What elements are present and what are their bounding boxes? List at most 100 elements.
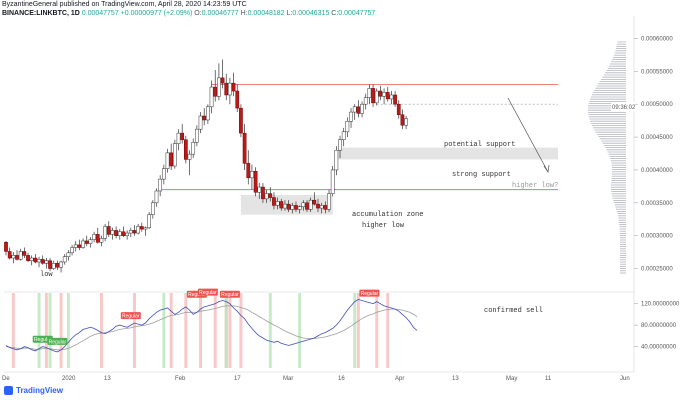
candle-body [165, 152, 170, 169]
candle-body [150, 202, 155, 215]
sell-band [99, 293, 103, 368]
candle-body [297, 206, 302, 210]
candles [4, 59, 408, 273]
buy-band [268, 293, 272, 368]
annotations: low potential support strong support acc… [40, 141, 558, 315]
buy-band [37, 293, 41, 368]
candle-body [55, 263, 60, 268]
oscillator-signal-line [5, 305, 418, 351]
sell-band [228, 293, 232, 368]
candle-body [202, 115, 207, 121]
candle-body [206, 106, 210, 121]
candle-body [37, 259, 41, 263]
price-tick-label: 0.00030000 [641, 234, 673, 240]
candle-body [360, 103, 364, 114]
sell-band [239, 293, 243, 368]
horizontal-levels [160, 84, 558, 191]
candle-body [139, 226, 144, 230]
candle-body [231, 82, 236, 92]
candle-body [400, 114, 405, 126]
candle-body [327, 193, 331, 210]
candle-body [147, 214, 152, 229]
candle-body [70, 247, 74, 254]
candle-body [345, 121, 350, 133]
candle-body [125, 232, 129, 236]
candle-body [154, 190, 159, 204]
last-price: 0.00047757 [81, 10, 119, 17]
candle-body [396, 103, 401, 115]
close-value: 0.00047757 [338, 10, 376, 17]
candle-body [371, 88, 375, 104]
candle-body [88, 239, 93, 244]
time-axis: De 2020 13 Feb 17 Mar 16 Apr 13 May 11 Jun [2, 371, 634, 382]
price-tick-label: 0.00025000 [641, 267, 673, 273]
candle-body [121, 231, 126, 236]
time-tick-label: Mar [283, 376, 293, 382]
candle-body [128, 230, 133, 234]
candle-body [106, 226, 111, 235]
candle-body [103, 226, 107, 239]
candle-body [305, 202, 309, 210]
candle-body [323, 205, 328, 210]
annotation-strong-support: strong support [452, 171, 511, 179]
candle-body [257, 186, 262, 193]
time-tick-label: 13 [104, 376, 111, 382]
candle-body [378, 90, 383, 97]
candle-body [195, 128, 199, 143]
candle-body [341, 131, 346, 140]
time-tick-label: 2020 [62, 376, 76, 382]
price-change: +0.00000977 (+2.09%) [120, 10, 193, 17]
annotation-low: low [40, 271, 53, 279]
candle-body [81, 240, 85, 248]
candle-body [228, 82, 232, 96]
time-tick-label: Jun [620, 376, 630, 382]
publisher-line: ByzantineGeneral published on TradingVie… [2, 1, 247, 8]
candle-body [11, 255, 16, 259]
time-tick-label: 13 [452, 376, 459, 382]
buy-band [298, 293, 302, 368]
time-box-label: 09:36:02 [612, 105, 636, 111]
sell-band [169, 293, 173, 368]
price-tick-label: 0.00060000 [641, 36, 673, 42]
candle-body [198, 115, 203, 130]
sell-band [386, 293, 390, 368]
candle-body [73, 244, 78, 248]
candle-body [92, 234, 96, 240]
tradingview-footer[interactable]: TradingView [4, 386, 63, 395]
annotation-higher-low-question: higher low? [512, 182, 558, 190]
candle-body [29, 257, 34, 261]
candle-body [272, 197, 276, 206]
oscillator-axis: 120.00000000 80.00000000 40.00000000 [634, 302, 680, 351]
candle-body [264, 193, 269, 200]
osc-tick-label: 120.00000000 [641, 302, 680, 308]
time-tick-label: Feb [175, 376, 186, 382]
candle-body [374, 90, 379, 104]
price-tick-label: 0.00045000 [641, 135, 673, 141]
candle-body [404, 118, 408, 126]
candle-body [279, 201, 284, 209]
candle-body [334, 149, 339, 171]
open-label: O: [194, 10, 202, 17]
annotation-potential-support: potential support [444, 141, 515, 149]
candle-body [283, 203, 287, 209]
time-box [611, 102, 635, 111]
sell-band [184, 293, 188, 368]
time-tick-label: Apr [395, 376, 404, 382]
candle-body [301, 202, 306, 208]
candle-body [40, 259, 45, 264]
time-tick-label: May [506, 376, 517, 382]
projection-arrow-line [507, 97, 549, 173]
candle-body [363, 97, 368, 105]
volume-profile [588, 41, 626, 274]
divergence-badge [219, 290, 240, 298]
price-tick-label: 0.00040000 [641, 168, 673, 174]
candle-body [84, 240, 89, 244]
candle-body [33, 257, 38, 263]
time-tick-label: De [2, 376, 10, 382]
candle-body [220, 77, 225, 84]
buy-band [48, 293, 52, 368]
buy-band [353, 293, 357, 368]
trading-chart: low potential support strong support acc… [2, 16, 680, 382]
candle-body [187, 153, 192, 160]
